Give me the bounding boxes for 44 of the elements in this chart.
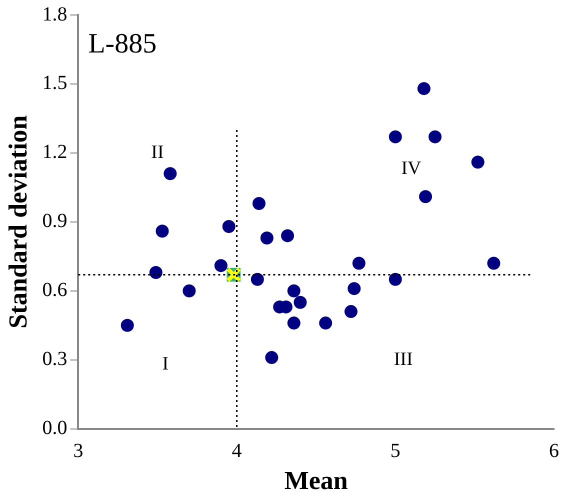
y-tick-label: 0.0 bbox=[42, 417, 68, 440]
point bbox=[164, 167, 177, 180]
point bbox=[388, 272, 402, 286]
point bbox=[214, 259, 228, 272]
annotation: IV bbox=[401, 158, 422, 180]
point bbox=[149, 266, 162, 279]
annotation: II bbox=[151, 142, 164, 163]
x-tick-label: 3 bbox=[73, 440, 84, 462]
point bbox=[417, 82, 430, 96]
point bbox=[294, 296, 307, 309]
point bbox=[428, 130, 442, 144]
point bbox=[252, 197, 266, 210]
y-tick-label: 1.2 bbox=[42, 141, 68, 164]
point bbox=[348, 282, 361, 296]
point bbox=[222, 220, 236, 233]
annotation: I bbox=[162, 353, 169, 374]
y-tick-label: 1.8 bbox=[42, 3, 68, 26]
point bbox=[352, 256, 366, 270]
point bbox=[265, 351, 278, 364]
text: L-885 bbox=[88, 28, 157, 60]
point bbox=[344, 305, 358, 318]
x-axis-title: Mean bbox=[284, 466, 348, 496]
point bbox=[287, 284, 300, 298]
y-tick-label: 0.9 bbox=[42, 210, 68, 232]
annotation: III bbox=[394, 348, 413, 370]
x-tick-label: 4 bbox=[232, 440, 242, 462]
x-tick-label: 6 bbox=[549, 440, 559, 462]
y-axis-title: Standard deviation bbox=[3, 114, 32, 328]
point bbox=[287, 316, 300, 330]
point bbox=[281, 229, 294, 242]
point bbox=[182, 284, 196, 298]
point bbox=[419, 190, 432, 204]
point bbox=[250, 272, 264, 286]
point bbox=[487, 256, 500, 270]
point bbox=[471, 156, 484, 169]
y-tick-label: 0.6 bbox=[42, 279, 68, 302]
point bbox=[260, 231, 274, 244]
point bbox=[388, 130, 402, 144]
y-tick-label: 1.5 bbox=[42, 72, 68, 94]
point bbox=[156, 224, 169, 238]
y-tick-label: 0.3 bbox=[42, 348, 68, 370]
point bbox=[319, 316, 332, 330]
point bbox=[120, 318, 134, 332]
x-tick-label: 5 bbox=[390, 440, 400, 462]
